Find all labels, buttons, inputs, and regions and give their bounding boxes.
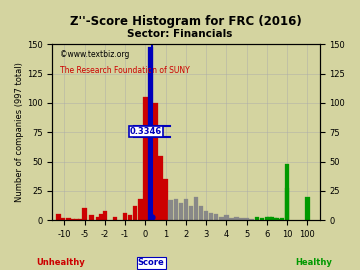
- Bar: [199, 206, 203, 220]
- Bar: [148, 47, 153, 220]
- Bar: [74, 219, 79, 220]
- Bar: [267, 217, 272, 220]
- Text: Sector: Financials: Sector: Financials: [127, 29, 233, 39]
- Bar: [249, 219, 254, 220]
- Bar: [214, 214, 219, 220]
- Bar: [275, 218, 279, 220]
- Bar: [189, 206, 193, 220]
- Title: Z''-Score Histogram for FRC (2016): Z''-Score Histogram for FRC (2016): [70, 15, 302, 28]
- Bar: [56, 214, 60, 220]
- Bar: [96, 217, 100, 220]
- Bar: [89, 215, 94, 220]
- Bar: [153, 103, 158, 220]
- Bar: [158, 156, 163, 220]
- Text: Unhealthy: Unhealthy: [36, 258, 85, 267]
- Bar: [179, 202, 183, 220]
- Bar: [82, 208, 87, 220]
- Bar: [138, 199, 143, 220]
- Bar: [255, 217, 259, 220]
- Bar: [194, 197, 198, 220]
- Bar: [224, 215, 229, 220]
- Bar: [70, 219, 75, 220]
- Bar: [209, 213, 213, 220]
- Bar: [163, 179, 168, 220]
- Bar: [128, 215, 132, 220]
- Bar: [280, 218, 284, 220]
- Bar: [123, 213, 127, 220]
- Bar: [204, 211, 208, 220]
- Y-axis label: Number of companies (997 total): Number of companies (997 total): [15, 62, 24, 202]
- Bar: [99, 214, 104, 220]
- Bar: [78, 219, 83, 220]
- Bar: [219, 217, 224, 220]
- Bar: [277, 219, 282, 220]
- Text: 0.3346: 0.3346: [130, 127, 162, 136]
- Bar: [305, 197, 310, 220]
- Bar: [265, 217, 269, 220]
- Bar: [239, 218, 244, 220]
- Bar: [174, 199, 178, 220]
- Bar: [229, 218, 234, 220]
- Bar: [60, 218, 64, 220]
- Text: ©www.textbiz.org: ©www.textbiz.org: [60, 50, 130, 59]
- Bar: [285, 164, 289, 220]
- Bar: [244, 218, 249, 220]
- Bar: [234, 217, 239, 220]
- Bar: [260, 218, 264, 220]
- Bar: [143, 97, 148, 220]
- Bar: [133, 206, 138, 220]
- Text: Score: Score: [138, 258, 165, 267]
- Bar: [103, 211, 107, 220]
- Bar: [270, 217, 274, 220]
- Text: The Research Foundation of SUNY: The Research Foundation of SUNY: [60, 66, 190, 75]
- Bar: [168, 200, 173, 220]
- Bar: [272, 218, 277, 220]
- Text: Healthy: Healthy: [295, 258, 332, 267]
- Bar: [285, 188, 289, 220]
- Bar: [113, 217, 117, 220]
- Bar: [66, 218, 71, 220]
- Bar: [184, 199, 188, 220]
